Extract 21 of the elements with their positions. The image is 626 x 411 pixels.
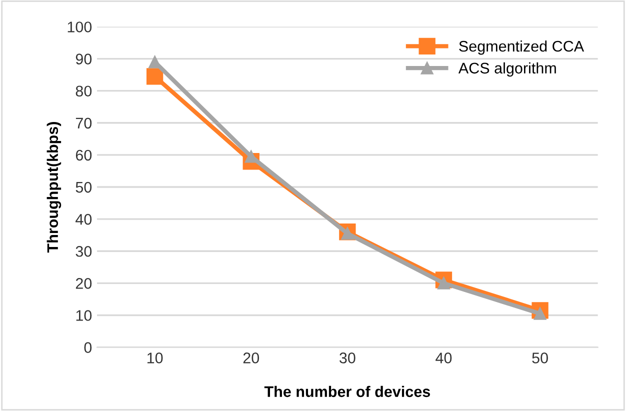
y-axis-title: Throughput(kbps)	[46, 122, 62, 253]
point	[146, 68, 164, 85]
y-tick-label: 80	[76, 86, 92, 97]
x-tick-label: 20	[243, 352, 260, 364]
y-tick-label: 20	[76, 278, 92, 289]
x-tick-label: 40	[436, 352, 452, 364]
y-tick-label: 100	[68, 22, 92, 32]
x-tick-label: 30	[340, 352, 356, 364]
y-tick-label: 90	[76, 54, 92, 64]
y-tick-label: 0	[84, 342, 92, 353]
y-tick-label: 40	[76, 214, 92, 225]
x-axis-title: The number of devices	[264, 386, 430, 398]
y-tick-label: 70	[76, 118, 92, 129]
y-tick-label: 50	[76, 182, 92, 193]
y-tick-label: 60	[76, 150, 92, 161]
x-tick-label: 10	[147, 352, 163, 364]
y-tick-label: 10	[76, 310, 92, 321]
legend-label: ACS algorithm	[458, 62, 556, 77]
y-tick-label: 30	[76, 246, 92, 257]
legend-label: Segmentized CCA	[459, 40, 584, 55]
x-tick-label: 50	[532, 352, 548, 364]
